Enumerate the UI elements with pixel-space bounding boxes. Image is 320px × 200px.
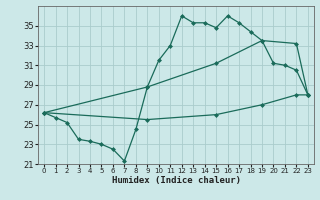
X-axis label: Humidex (Indice chaleur): Humidex (Indice chaleur): [111, 176, 241, 185]
